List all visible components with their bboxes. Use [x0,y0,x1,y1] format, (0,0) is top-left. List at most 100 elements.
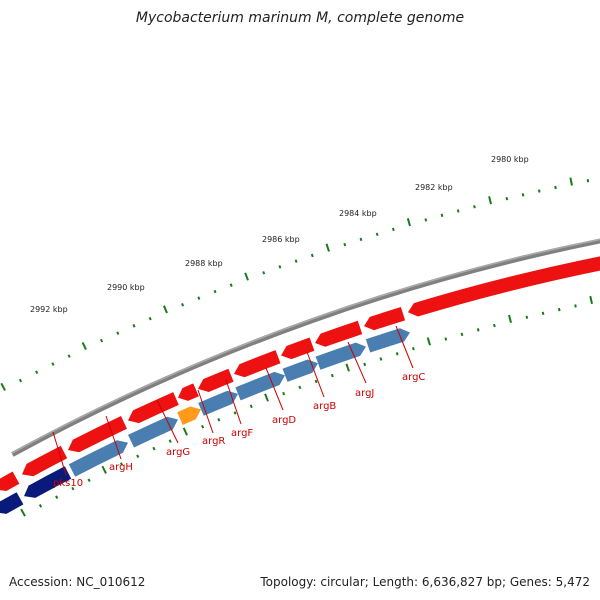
inner-tick [476,328,480,332]
outer-tick [51,362,55,366]
tick-label: 2990 kbp [107,283,145,292]
inner-tick [182,427,188,436]
gene-label-argR: argR [202,436,225,447]
inner-tick [20,508,26,517]
outer-tick [375,232,379,237]
inner-tick [557,307,561,312]
outer-tick [213,289,217,294]
forward-gene-arrow [281,337,315,360]
inner-tick [363,362,367,367]
outer-tick [537,189,541,193]
gene-leader-line [156,399,179,444]
inner-tick [574,304,577,308]
outer-tick [229,283,233,287]
outer-tick [359,237,363,242]
outer-tick [424,218,428,222]
outer-tick [505,196,509,201]
gene-label-argH: argH [109,462,133,473]
inner-tick-marks [20,295,593,517]
inner-tick [71,486,75,491]
outer-tick [440,213,444,218]
outer-tick [0,382,6,391]
inner-tick [101,465,107,474]
inner-tick [411,346,415,351]
outer-tick [310,253,314,258]
outer-tick [406,218,411,227]
tick-label: 2988 kbp [185,259,223,268]
gene-leader-line [306,351,325,398]
inner-tick [460,332,464,337]
inner-tick [508,314,512,324]
inner-tick [136,454,140,459]
reverse-gene-arrow [177,406,201,425]
outer-tick [67,354,71,358]
outer-tick-marks [0,177,590,391]
forward-gene-arrow [315,320,363,347]
outer-tick [456,209,460,213]
gene-leader-line [265,367,284,411]
inner-tick [426,337,431,346]
inner-tick [168,439,172,443]
backbone-arc [11,238,600,457]
gene-leader-line [395,325,414,369]
inner-tick [282,391,286,396]
outer-tick [197,296,201,300]
outer-tick [521,193,525,197]
tick-label: 2992 kbp [30,305,68,314]
gene-leader-line [225,379,242,425]
outer-tick [132,324,136,328]
gene-label-argF: argF [231,428,253,439]
forward-gene-arrow [68,416,127,453]
reverse-gene-arrow [24,466,72,498]
outer-tick [244,272,249,281]
inner-tick [152,446,156,451]
forward-gene-arrow [364,307,406,331]
scale-tick-labels: 2980 kbp 2982 kbp 2984 kbp 2986 kbp 2988 kbp… [30,155,529,314]
gene-label-argB: argB [313,401,336,412]
accession-text: Accession: NC_010612 [9,575,146,589]
inner-tick [264,393,269,402]
inner-tick [87,478,91,483]
reverse-gene-arrow [282,359,318,382]
gene-label-argJ: argJ [355,388,374,399]
inner-tick [345,363,350,372]
genome-backbone [11,238,600,457]
inner-tick [379,357,383,361]
inner-tick [119,462,124,466]
outer-tick [343,242,347,247]
inner-tick [525,315,529,319]
outer-tick [278,265,282,269]
forward-gene-arrow [178,383,199,401]
genome-title: Mycobacterium marinum M, complete genome [135,10,465,26]
inner-tick [589,295,593,305]
outer-tick [81,341,87,351]
inner-tick [249,404,253,409]
outer-tick [99,338,104,343]
reverse-gene-arrow [235,371,285,401]
outer-tick [488,196,492,205]
outer-tick [554,185,557,190]
outer-tick [325,243,330,252]
gene-leader-line [52,431,67,476]
reverse-gene-arrow [0,492,24,514]
gene-label-argC: argC [402,372,425,383]
reverse-gene-arrow [315,342,366,370]
outer-tick [181,303,185,307]
inner-tick [201,424,205,429]
gene-label-argG: argG [166,447,190,458]
inner-tick [55,495,59,499]
outer-tick [586,179,590,183]
inner-tick [395,352,399,356]
outer-tick [18,378,23,383]
outer-tick [148,316,152,321]
outer-tick [262,271,266,275]
forward-strand-genes [0,256,600,491]
forward-gene-arrow [128,392,179,424]
tick-label: 2980 kbp [491,155,529,164]
outer-tick [391,227,395,232]
inner-tick [233,411,237,415]
gene-label-pks10: pks10 [53,478,83,489]
forward-gene-arrow [0,471,20,491]
reverse-strand-genes [0,328,410,514]
